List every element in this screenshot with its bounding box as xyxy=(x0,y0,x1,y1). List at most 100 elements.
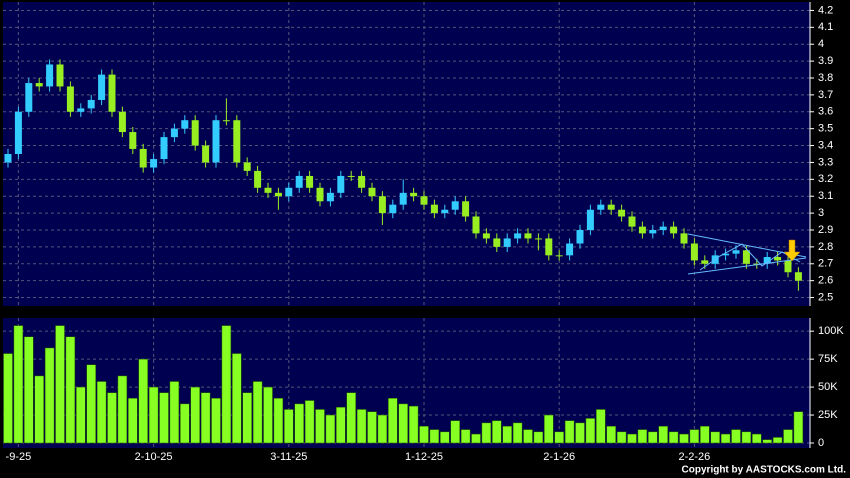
volume-bar xyxy=(336,406,346,444)
candle-body xyxy=(264,187,272,193)
candle-body xyxy=(191,120,199,146)
y-tick-label: 4.1 xyxy=(818,21,833,33)
candle-body xyxy=(77,108,85,112)
candle-body xyxy=(46,64,54,87)
candle-body xyxy=(118,111,126,133)
volume-bar xyxy=(575,422,585,444)
candle-body xyxy=(701,260,709,264)
x-tick-label: -9-25 xyxy=(6,451,32,463)
volume-bar xyxy=(720,433,731,444)
signal-arrow xyxy=(783,239,801,262)
candle-body xyxy=(389,204,397,214)
y-tick-label: 0 xyxy=(818,437,824,449)
volume-bar xyxy=(221,325,232,444)
volume-bar xyxy=(648,431,658,444)
volume-bar xyxy=(263,386,273,444)
volume-bar xyxy=(481,422,492,444)
volume-bar xyxy=(232,353,242,444)
volume-bar xyxy=(450,420,460,444)
candle-body xyxy=(56,64,64,87)
candle-body xyxy=(534,238,542,240)
candle-body xyxy=(378,196,386,214)
candle-body xyxy=(295,175,303,188)
candle-body xyxy=(368,187,376,197)
volume-bar xyxy=(86,364,96,444)
volume-bar xyxy=(169,381,180,444)
volume-bar xyxy=(76,386,86,444)
candle-body xyxy=(347,175,355,177)
y-tick-label: 4 xyxy=(818,38,824,50)
candle-body xyxy=(170,128,178,138)
volume-bar xyxy=(242,392,252,444)
candle-body xyxy=(212,120,220,163)
volume-bar xyxy=(533,431,544,444)
y-tick-label: 3.6 xyxy=(818,106,833,118)
candle-body xyxy=(493,238,501,247)
candle-body xyxy=(316,187,324,202)
x-tick-label: 2-10-25 xyxy=(135,451,173,463)
volume-bar xyxy=(440,431,450,444)
candle-body xyxy=(337,175,345,193)
candle-body xyxy=(524,233,532,239)
y-tick-label: 3.9 xyxy=(818,55,833,67)
candle-body xyxy=(618,209,626,217)
candle-body xyxy=(597,204,605,210)
candle-body xyxy=(680,233,688,244)
volume-bar xyxy=(627,433,637,444)
volume-bar xyxy=(772,437,783,444)
candle-body xyxy=(35,83,43,87)
candle-body xyxy=(462,201,470,217)
candle-body xyxy=(108,74,116,112)
candle-body xyxy=(482,233,490,239)
y-tick-label: 3.3 xyxy=(818,156,833,168)
candle-body xyxy=(555,255,563,257)
candle-body xyxy=(358,175,366,188)
candle-body xyxy=(14,111,22,154)
volume-bar xyxy=(388,398,398,444)
candle-body xyxy=(410,192,418,197)
volume-bar xyxy=(564,420,575,444)
volume-bar xyxy=(668,431,679,444)
trend-line xyxy=(687,257,807,275)
candle-body xyxy=(722,253,730,256)
y-tick-label: 3.7 xyxy=(818,89,833,101)
volume-bar xyxy=(544,414,554,444)
y-tick-label: 2.8 xyxy=(818,241,833,253)
volume-bar xyxy=(34,375,44,444)
candle-body xyxy=(160,137,168,160)
volume-bar xyxy=(637,429,648,444)
candle-body xyxy=(774,257,782,261)
candle-body xyxy=(139,148,147,168)
volume-bar xyxy=(200,392,211,444)
volume-bar xyxy=(367,411,377,444)
candle-body xyxy=(98,74,106,100)
volume-bar xyxy=(211,398,221,444)
volume-bar xyxy=(3,353,13,444)
volume-bar xyxy=(294,403,304,444)
candle-body xyxy=(514,233,522,239)
volume-bar xyxy=(65,336,76,444)
volume-bar xyxy=(315,409,325,444)
volume-bar xyxy=(55,325,65,444)
candle-body xyxy=(441,209,449,214)
y-tick-label: 3.4 xyxy=(818,139,833,151)
volume-bar xyxy=(377,414,388,444)
candle-body xyxy=(566,243,574,256)
y-tick-label: 2.5 xyxy=(818,291,833,303)
candle-body xyxy=(420,196,428,205)
volume-bar xyxy=(180,403,190,444)
volume-bar xyxy=(762,439,772,444)
volume-bar xyxy=(700,425,710,444)
volume-bar xyxy=(44,347,55,444)
candle-body xyxy=(285,187,293,197)
candle-body xyxy=(66,86,74,112)
candle-body xyxy=(763,257,771,264)
y-tick-label: 3.5 xyxy=(818,123,833,135)
candle-body xyxy=(732,250,740,254)
volume-bar xyxy=(419,425,429,444)
volume-bar xyxy=(356,409,367,444)
volume-bar xyxy=(585,418,596,444)
volume-bar xyxy=(502,425,512,444)
candle-body xyxy=(306,175,314,188)
